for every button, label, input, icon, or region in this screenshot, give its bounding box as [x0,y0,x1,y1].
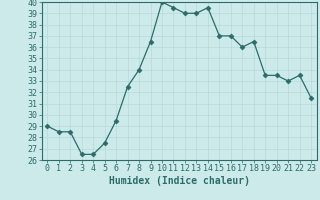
X-axis label: Humidex (Indice chaleur): Humidex (Indice chaleur) [109,176,250,186]
